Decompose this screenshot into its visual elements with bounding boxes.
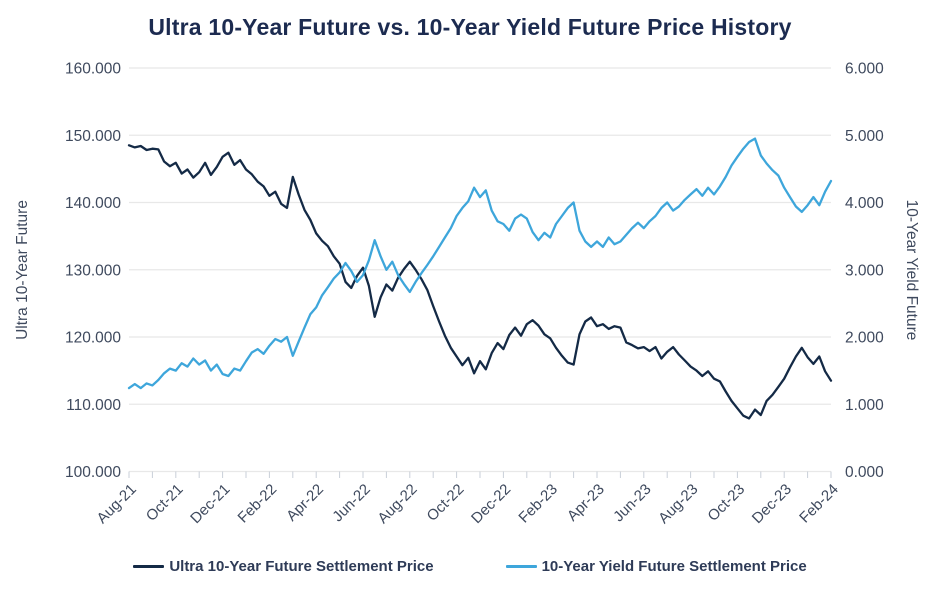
ultra-10-year-line-swatch-icon <box>133 565 165 568</box>
svg-text:0.000: 0.000 <box>845 464 884 481</box>
svg-text:100.000: 100.000 <box>65 464 121 481</box>
svg-text:150.000: 150.000 <box>65 128 121 145</box>
svg-text:5.000: 5.000 <box>845 128 884 145</box>
legend-label-ultra-10-year: Ultra 10-Year Future Settlement Price <box>169 558 434 575</box>
chart-legend: Ultra 10-Year Future Settlement Price 10… <box>0 558 940 575</box>
svg-text:1.000: 1.000 <box>845 397 884 414</box>
legend-label-10-year-yield: 10-Year Yield Future Settlement Price <box>541 558 807 575</box>
svg-text:160.000: 160.000 <box>65 61 121 78</box>
svg-text:140.000: 140.000 <box>65 195 121 212</box>
svg-text:Dec-21: Dec-21 <box>187 481 233 527</box>
left-axis-label: Ultra 10-Year Future <box>14 200 31 340</box>
10-year-yield-line-swatch-icon <box>505 565 537 568</box>
svg-text:Dec-22: Dec-22 <box>468 481 514 527</box>
svg-text:6.000: 6.000 <box>845 61 884 78</box>
svg-text:Oct-21: Oct-21 <box>143 481 187 525</box>
svg-text:Aug-21: Aug-21 <box>94 481 140 527</box>
svg-text:Jun-22: Jun-22 <box>329 481 373 525</box>
svg-text:120.000: 120.000 <box>65 330 121 347</box>
svg-text:Feb-22: Feb-22 <box>235 481 281 527</box>
svg-text:110.000: 110.000 <box>66 397 121 414</box>
svg-text:Jun-23: Jun-23 <box>610 481 654 525</box>
svg-text:Dec-23: Dec-23 <box>749 481 795 527</box>
svg-text:Feb-23: Feb-23 <box>515 481 561 527</box>
legend-item-10-year-yield: 10-Year Yield Future Settlement Price <box>505 558 807 575</box>
chart-title: Ultra 10-Year Future vs. 10-Year Yield F… <box>148 14 792 40</box>
svg-text:Apr-23: Apr-23 <box>564 481 608 525</box>
svg-text:Aug-23: Aug-23 <box>655 481 701 527</box>
svg-text:2.000: 2.000 <box>845 330 884 347</box>
svg-text:Apr-22: Apr-22 <box>283 481 327 525</box>
svg-text:Oct-23: Oct-23 <box>704 481 748 525</box>
series-lines <box>127 137 833 420</box>
axis-ticks: 160.000 6.000 150.000 5.000 140.000 4.000 130.… <box>65 61 884 528</box>
gridlines <box>129 67 831 473</box>
svg-text:4.000: 4.000 <box>845 195 884 212</box>
svg-text:Feb-24: Feb-24 <box>796 481 842 527</box>
svg-text:3.000: 3.000 <box>845 262 884 279</box>
svg-text:Aug-22: Aug-22 <box>374 481 420 527</box>
right-axis-label: 10-Year Yield Future <box>903 200 920 341</box>
legend-item-ultra-10-year: Ultra 10-Year Future Settlement Price <box>133 558 434 575</box>
svg-text:Oct-22: Oct-22 <box>424 481 468 525</box>
svg-text:130.000: 130.000 <box>65 262 121 279</box>
